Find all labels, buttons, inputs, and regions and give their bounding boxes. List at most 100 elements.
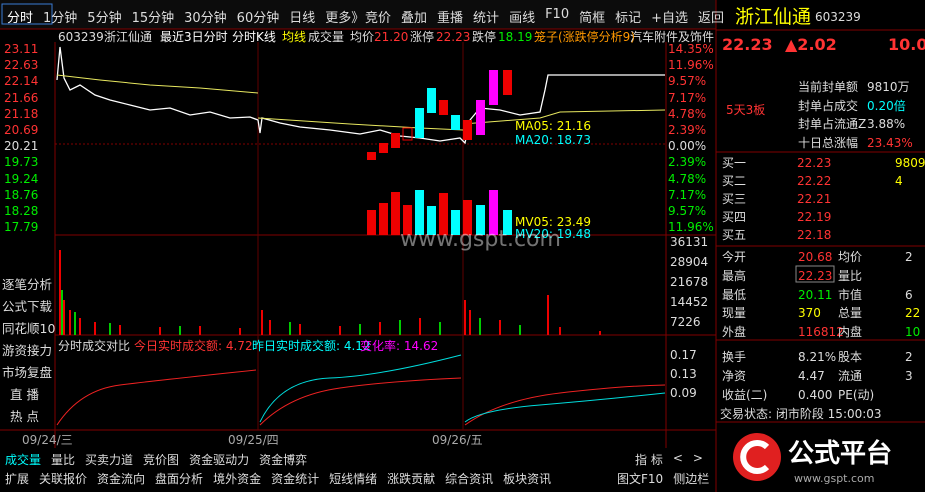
bottom-tab[interactable]: 综合资讯 xyxy=(445,472,494,486)
stat-label: 最低 xyxy=(722,287,747,302)
tool-button-bar: 竞价 叠加 重播 统计 画线 F10 简框 标记 +自选 返回 xyxy=(360,7,729,26)
sidebar-button[interactable]: 逐笔分析 xyxy=(2,277,53,292)
stat-value: 20.68 xyxy=(798,250,833,264)
sidebar-button[interactable]: 游资接力 xyxy=(2,343,53,358)
bottom-tab[interactable]: 涨跌贡献 xyxy=(387,472,436,486)
period-tab[interactable]: 30分钟 xyxy=(184,11,227,26)
sidebar-button[interactable]: 热 点 xyxy=(10,409,39,424)
stat-value: 20.11 xyxy=(798,287,833,302)
indicator-tab[interactable]: 资金驱动力 xyxy=(189,453,250,467)
stat-label: 外盘 xyxy=(722,325,747,340)
ma-label: MV05: 23.49 xyxy=(515,215,592,229)
indicator-tab[interactable]: 竞价图 xyxy=(143,453,180,467)
stat-value: 2 xyxy=(905,350,913,364)
volume-label: 7226 xyxy=(670,315,701,329)
sidebar-button[interactable]: 市场复盘 xyxy=(2,365,53,380)
yesterday-line xyxy=(259,354,666,423)
bottom-tool[interactable]: 侧边栏 xyxy=(673,472,710,486)
seal-value: 0.20倍 xyxy=(867,98,906,113)
indicator-nav[interactable]: > xyxy=(692,451,703,465)
bottom-tab[interactable]: 资金流向 xyxy=(97,472,146,486)
stat-label: 总量 xyxy=(838,306,863,321)
indicator-nav[interactable]: 指 标 xyxy=(635,453,663,467)
stat-label: PE(动) xyxy=(838,387,875,402)
tool-button[interactable]: 竞价 xyxy=(365,11,392,26)
header-sector: 汽车附件及饰件 xyxy=(630,30,715,44)
indicator-tab-bar: 成交量 量比 买卖力道 竞价图 资金驱动力 资金博弈 xyxy=(0,451,312,468)
tool-button[interactable]: +自选 xyxy=(651,11,689,26)
price-label: 20.21 xyxy=(4,139,39,154)
period-tab[interactable]: 更多》 xyxy=(325,11,365,26)
ma-label: MV20: 19.48 xyxy=(515,227,592,241)
highlight-box xyxy=(795,265,835,283)
bottom-tab[interactable]: 资金统计 xyxy=(271,472,320,486)
period-tab[interactable]: 分时 xyxy=(7,11,34,26)
header-volume: 成交量 xyxy=(308,30,345,44)
avg-line xyxy=(56,74,666,131)
trade-status: 交易状态: 闭市阶段 15:00:03 xyxy=(720,407,882,421)
stat-value: 6 xyxy=(905,287,913,302)
book-price: 22.21 xyxy=(797,192,832,206)
book-label: 买三 xyxy=(722,192,747,206)
period-tab[interactable]: 1分钟 xyxy=(43,11,78,26)
header-avg-price_label: 均价 xyxy=(350,30,375,44)
tool-button[interactable]: F10 xyxy=(545,7,570,22)
bottom-tab[interactable]: 关联报价 xyxy=(39,472,88,486)
date-label: 09/26/五 xyxy=(432,433,483,447)
period-tab[interactable]: 5分钟 xyxy=(87,11,122,26)
pct-label: 2.39% xyxy=(668,155,707,170)
price-label: 20.69 xyxy=(4,123,39,137)
bottom-tab[interactable]: 短线情绪 xyxy=(329,472,378,486)
sidebar-button[interactable]: 同花顺10 xyxy=(2,321,56,336)
price-label: 17.79 xyxy=(4,220,39,235)
volume-label: 21678 xyxy=(670,275,709,289)
period-tab[interactable]: 15分钟 xyxy=(131,11,175,26)
tool-button[interactable]: 画线 xyxy=(509,11,536,26)
volume-bars xyxy=(61,290,521,335)
tool-button[interactable]: 标记 xyxy=(615,11,642,26)
selected-tab xyxy=(1,3,53,25)
indicator-title: 分时成交对比 xyxy=(58,339,131,353)
stat-value: 22 xyxy=(905,306,921,321)
indicator-tab[interactable]: 买卖力道 xyxy=(85,453,134,467)
bottom-tab[interactable]: 盘面分析 xyxy=(155,472,204,486)
sidebar-button[interactable]: 公式下载 xyxy=(2,299,53,314)
book-label: 买五 xyxy=(722,228,747,242)
sidebar-button[interactable]: 直 播 xyxy=(10,387,39,402)
indicator-nav[interactable]: < xyxy=(672,451,683,465)
header-extra: 笼子(涨跌停分析9) xyxy=(534,30,635,44)
header-kline: 分时K线 xyxy=(232,30,276,44)
toolbar-bg xyxy=(0,0,716,29)
candles xyxy=(367,70,512,160)
bottom-tab[interactable]: 境外资金 xyxy=(213,472,262,486)
logo-icon xyxy=(733,433,781,481)
tool-button[interactable]: 重播 xyxy=(437,11,464,26)
bottom-tool[interactable]: 图文F10 xyxy=(617,472,664,486)
header-down-limit: 18.19 xyxy=(498,30,533,44)
period-tab[interactable]: 60分钟 xyxy=(236,11,280,26)
stat-value: 10 xyxy=(905,325,921,340)
period-tab-bar: 分时 1分钟 5分钟 15分钟 30分钟 60分钟 日线 更多》 xyxy=(2,7,369,26)
bottom-tab[interactable]: 扩展 xyxy=(5,472,30,486)
stat-value: 2 xyxy=(905,250,913,264)
period-tab[interactable]: 日线 xyxy=(289,11,316,26)
header-mode: 最近3日分时 xyxy=(160,30,228,44)
date-label: 09/24/三 xyxy=(22,433,73,447)
indicator-nav-bar: 指 标 < > xyxy=(630,451,708,468)
stat-label: 收益(二) xyxy=(722,387,768,402)
tool-button[interactable]: 叠加 xyxy=(401,11,428,26)
pct-label: 11.96% xyxy=(668,58,714,73)
book-volume: 4 xyxy=(895,174,903,188)
stat-value: 22.23 xyxy=(798,268,833,283)
indicator-tab[interactable]: 量比 xyxy=(51,453,76,467)
tool-button[interactable]: 统计 xyxy=(473,11,500,26)
tool-button[interactable]: 简框 xyxy=(579,11,606,26)
indicator-tab[interactable]: 资金博弈 xyxy=(259,453,308,467)
book-price: 22.22 xyxy=(797,174,832,188)
indicator-tab[interactable]: 成交量 xyxy=(5,453,42,467)
bottom-tab[interactable]: 板块资讯 xyxy=(503,472,552,486)
tool-button[interactable]: 返回 xyxy=(698,11,725,26)
price-line xyxy=(56,46,665,145)
stat-label: 股本 xyxy=(838,350,863,364)
